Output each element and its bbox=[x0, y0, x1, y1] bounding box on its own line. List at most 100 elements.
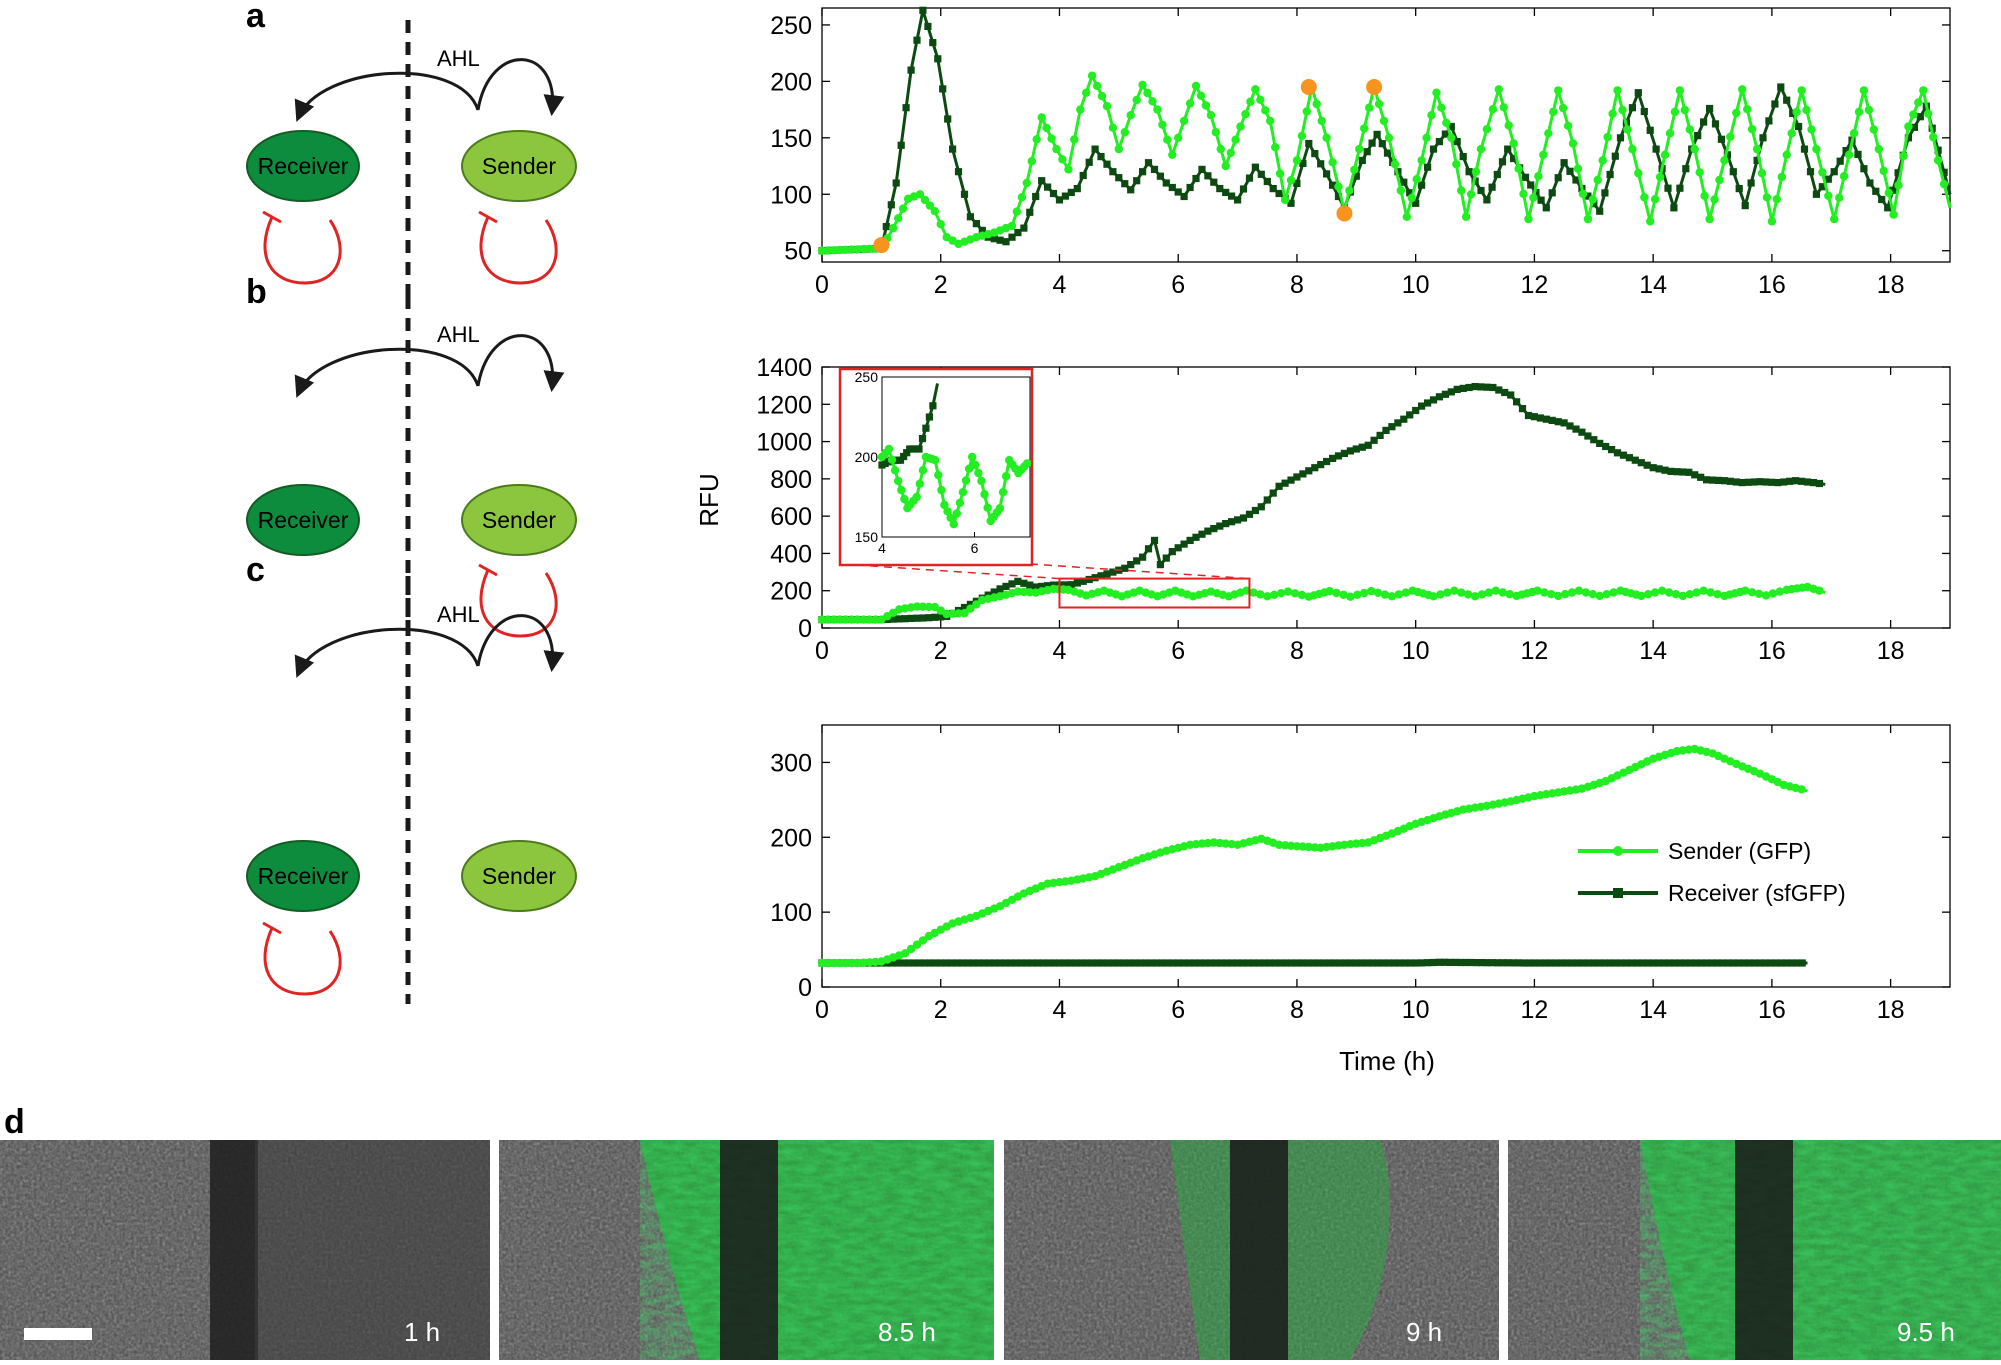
inset-sender-series-point bbox=[961, 476, 971, 485]
x-tick-label: 6 bbox=[1171, 637, 1185, 665]
sender-series-point bbox=[1442, 118, 1451, 128]
sender-series-point bbox=[1443, 588, 1452, 597]
receiver-series-point bbox=[1812, 190, 1820, 198]
sender-series-point bbox=[1761, 591, 1771, 600]
receiver-series-point bbox=[1654, 959, 1663, 967]
receiver-series-point bbox=[1228, 192, 1236, 200]
sender-series-point bbox=[1163, 135, 1172, 144]
receiver-series-point bbox=[1673, 468, 1681, 476]
receiver-series-point bbox=[960, 190, 969, 198]
receiver-series-point bbox=[1735, 185, 1743, 193]
sender-series-point bbox=[835, 615, 844, 624]
sender-series-point bbox=[972, 600, 981, 609]
chart-c: 0 2 4 6 8 10 12 14 16 18 0 100 200 300 bbox=[770, 724, 1951, 1024]
receiver-series-point bbox=[1462, 958, 1470, 967]
sender-series-point bbox=[817, 615, 827, 624]
receiver-series-point bbox=[1133, 557, 1141, 565]
receiver-series-point bbox=[1566, 167, 1574, 175]
receiver-series-point bbox=[1257, 170, 1265, 178]
receiver-series-point bbox=[902, 104, 910, 112]
legend-receiver-marker bbox=[1613, 888, 1623, 898]
receiver-series-point bbox=[1174, 188, 1182, 196]
receiver-node bbox=[246, 130, 360, 202]
receiver-series-point bbox=[1104, 959, 1112, 967]
receiver-series-point bbox=[1400, 178, 1408, 186]
inset-sender-series-point bbox=[912, 492, 921, 502]
sender-series-point bbox=[1422, 133, 1431, 142]
sender-series-point bbox=[1680, 105, 1690, 115]
sender-series-point bbox=[1700, 191, 1709, 200]
receiver-series-point bbox=[1771, 100, 1779, 108]
receiver-series-point bbox=[1708, 959, 1716, 967]
sender-series-point bbox=[1390, 160, 1400, 169]
receiver-series-point bbox=[1661, 466, 1669, 474]
receiver-series-point bbox=[1459, 384, 1467, 392]
receiver-series-point bbox=[1489, 383, 1497, 392]
receiver-series-point bbox=[1293, 473, 1301, 481]
sender-series-point bbox=[1650, 195, 1660, 204]
diagram-a: AHL Receiver Sender bbox=[246, 20, 577, 298]
x-axis-label: Time (h) bbox=[1339, 1046, 1435, 1076]
receiver-series-point bbox=[1028, 959, 1037, 967]
sender-node bbox=[461, 130, 577, 202]
receiver-series-point bbox=[1352, 445, 1360, 453]
inset-sender-series-point bbox=[894, 476, 903, 486]
sender-series-point bbox=[1824, 191, 1833, 200]
sender-series-point bbox=[1452, 160, 1461, 169]
sender-series-point bbox=[1432, 88, 1441, 97]
sender-series-point bbox=[829, 246, 839, 255]
receiver-series-point bbox=[1783, 96, 1791, 104]
sender-series-point bbox=[1628, 144, 1637, 154]
receiver-series-point bbox=[1766, 959, 1774, 967]
receiver-series-point bbox=[1792, 477, 1800, 485]
sender-series-point bbox=[1924, 109, 1933, 118]
receiver-series-point bbox=[1299, 470, 1307, 478]
receiver-series-point bbox=[1548, 189, 1556, 197]
sender-series-point bbox=[1720, 156, 1729, 165]
receiver-series-point bbox=[1180, 192, 1188, 201]
receiver-series-point bbox=[1336, 959, 1344, 967]
sender-node-label: Sender bbox=[482, 507, 557, 533]
receiver-series-point bbox=[937, 959, 945, 967]
receiver-series-point bbox=[1504, 959, 1512, 967]
receiver-series-point bbox=[1082, 959, 1091, 967]
receiver-series-point bbox=[1472, 959, 1480, 967]
receiver-series-point bbox=[1383, 149, 1392, 157]
sender-series-point bbox=[1812, 144, 1821, 154]
receiver-series-point bbox=[1768, 478, 1776, 486]
sender-series-point bbox=[1297, 590, 1307, 600]
y-tick-label: 1400 bbox=[756, 354, 812, 382]
receiver-series-point bbox=[1679, 468, 1687, 476]
receiver-series-point bbox=[1554, 174, 1562, 182]
sender-series-point bbox=[1360, 588, 1369, 598]
sender-series-point bbox=[1256, 95, 1265, 105]
receiver-series-point bbox=[1806, 168, 1815, 176]
receiver-series-point bbox=[1691, 471, 1699, 479]
sender-series-point bbox=[1339, 590, 1348, 599]
sender-series-point bbox=[1211, 128, 1221, 137]
sender-series-point bbox=[841, 958, 850, 968]
sender-series-point bbox=[1256, 590, 1265, 599]
sender-series-point bbox=[1767, 217, 1777, 226]
receiver-series-point bbox=[1786, 477, 1794, 485]
receiver-series-point bbox=[1186, 183, 1194, 192]
receiver-series-point bbox=[1537, 196, 1545, 204]
sender-series-point bbox=[1270, 590, 1279, 599]
microscopy-panel: 1 h 8.5 h 9 h 9.5 h bbox=[0, 1140, 2001, 1360]
inset-chart: 4 6 150 200 250 bbox=[838, 367, 1034, 567]
receiver-series-point bbox=[1536, 959, 1544, 967]
receiver-series-point bbox=[1836, 157, 1844, 165]
receiver-series-point bbox=[897, 141, 905, 149]
sender-series-point bbox=[1650, 588, 1660, 597]
receiver-series-point bbox=[1787, 959, 1796, 967]
y-tick-label: 800 bbox=[770, 466, 812, 494]
sender-series-point bbox=[948, 609, 957, 618]
receiver-series-point bbox=[1180, 540, 1188, 548]
receiver-node bbox=[246, 840, 360, 912]
sender-series-point bbox=[1249, 588, 1258, 597]
inset-y-tick-label: 200 bbox=[855, 449, 879, 465]
receiver-series-point bbox=[1483, 196, 1491, 204]
receiver-series-point bbox=[1121, 564, 1129, 572]
sender-series-point bbox=[823, 958, 833, 968]
receiver-series-point bbox=[1133, 177, 1141, 185]
